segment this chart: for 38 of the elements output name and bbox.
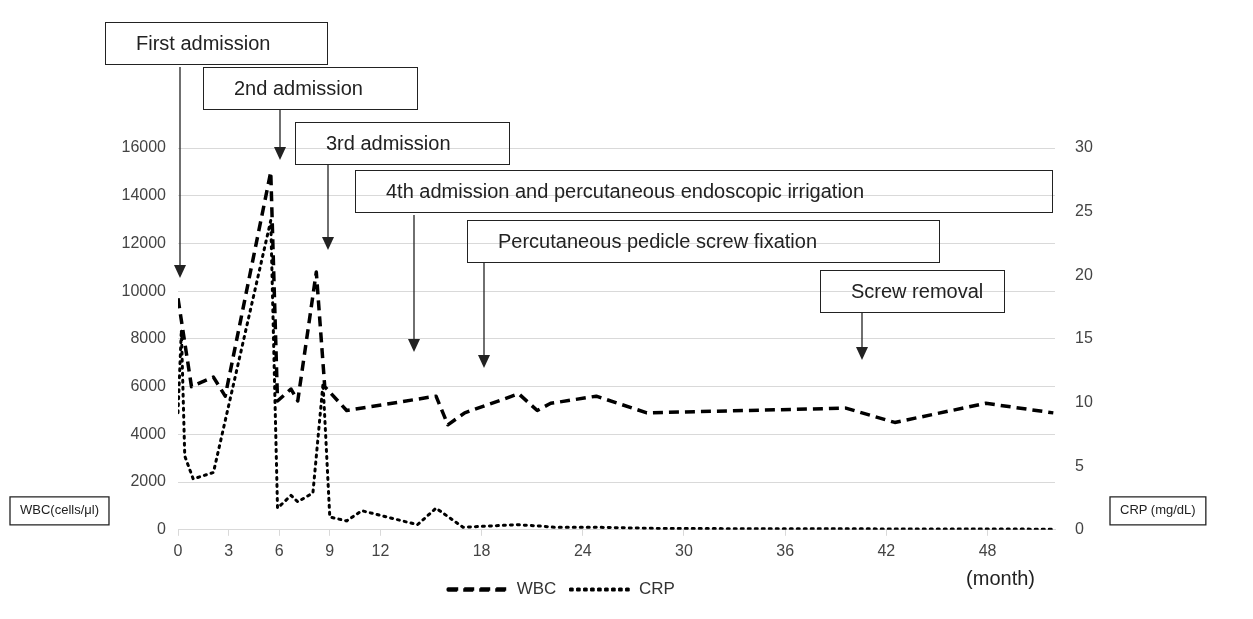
annotation: 4th admission and percutaneous endoscopic irrigation bbox=[355, 170, 1053, 213]
y-tick-label: 8000 bbox=[130, 329, 167, 347]
y2-tick-label: 30 bbox=[1075, 138, 1093, 156]
y-tick-label: 10000 bbox=[121, 281, 167, 299]
y2-axis-title: CRP (mg/dL) bbox=[1120, 502, 1196, 518]
x-tick-label: 6 bbox=[274, 541, 284, 559]
x-tick-label: 24 bbox=[573, 541, 592, 559]
y-tick-label: 16000 bbox=[121, 138, 167, 156]
x-tick-label: 12 bbox=[371, 541, 390, 559]
x-tick-label: 30 bbox=[675, 541, 693, 559]
text: First admission bbox=[105, 22, 328, 65]
x-tick-label: 36 bbox=[776, 541, 795, 559]
text: 2nd admission bbox=[203, 67, 418, 110]
y-tick-label: 6000 bbox=[130, 377, 167, 395]
legend-label: CRP bbox=[638, 579, 675, 599]
y2-tick-label: 15 bbox=[1075, 329, 1093, 347]
x-tick-label: 18 bbox=[472, 541, 491, 559]
x-tick-label: 42 bbox=[877, 541, 896, 559]
y2-tick-label: 20 bbox=[1075, 265, 1093, 283]
x-tick-label: 9 bbox=[325, 541, 335, 559]
y2-tick-label: 0 bbox=[1075, 520, 1084, 538]
annotation: Screw removal bbox=[820, 270, 1005, 313]
annotation: 3rd admission bbox=[295, 122, 510, 165]
y2-tick-label: 25 bbox=[1075, 202, 1093, 220]
y-tick-label: 14000 bbox=[121, 186, 167, 204]
y-tick-label: 2000 bbox=[130, 472, 167, 490]
x-tick-label: 3 bbox=[224, 541, 234, 559]
y-axis-title: WBC(cells/μl) bbox=[20, 502, 99, 518]
x-tick-label: 48 bbox=[978, 541, 997, 559]
legend-label: WBC bbox=[516, 579, 557, 599]
x-axis-title: (month) bbox=[966, 566, 1035, 589]
y-tick-label: 0 bbox=[157, 520, 167, 538]
annotation: Percutaneous pedicle screw fixation bbox=[467, 220, 940, 263]
x-tick-label: 0 bbox=[173, 541, 183, 559]
y-tick-label: 12000 bbox=[121, 233, 167, 251]
y-tick-label: 4000 bbox=[130, 424, 167, 442]
y2-tick-label: 10 bbox=[1075, 392, 1093, 410]
y2-tick-label: 5 bbox=[1075, 456, 1084, 474]
